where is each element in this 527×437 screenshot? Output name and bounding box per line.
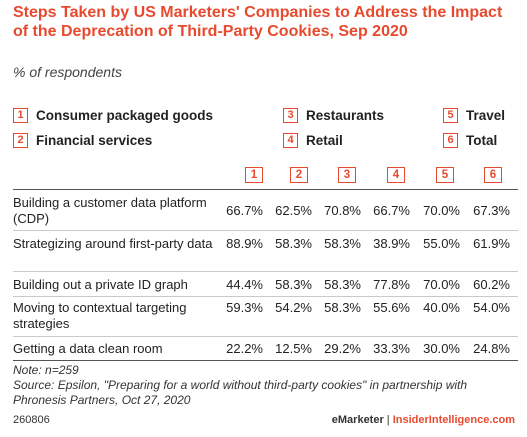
table-cell: 61.9% — [473, 236, 510, 251]
row-divider — [13, 271, 518, 272]
table-cell: 54.0% — [473, 300, 510, 315]
legend-item-3: 3 Restaurants — [283, 108, 384, 123]
row-divider — [13, 296, 518, 297]
legend-label: Consumer packaged goods — [36, 108, 214, 123]
legend-item-5: 5 Travel — [443, 108, 505, 123]
column-header-6: 6 — [484, 167, 502, 183]
table-cell: 54.2% — [275, 300, 312, 315]
table-cell: 22.2% — [226, 341, 263, 356]
table-cell: 77.8% — [373, 277, 410, 292]
column-header-3: 3 — [338, 167, 356, 183]
table-cell: 58.3% — [324, 300, 361, 315]
table-cell: 44.4% — [226, 277, 263, 292]
legend-label: Financial services — [36, 133, 153, 148]
table-cell: 12.5% — [275, 341, 312, 356]
column-header-4: 4 — [387, 167, 405, 183]
table-cell: 70.8% — [324, 203, 361, 218]
brand-insider-intelligence: InsiderIntelligence.com — [392, 414, 515, 426]
table-cell: 70.0% — [423, 277, 460, 292]
column-header-1: 1 — [245, 167, 263, 183]
legend-number-badge: 4 — [283, 133, 298, 148]
brand-separator: | — [383, 414, 393, 426]
legend-number-badge: 3 — [283, 108, 298, 123]
table-cell: 55.0% — [423, 236, 460, 251]
table-cell: 29.2% — [324, 341, 361, 356]
column-header-5: 5 — [436, 167, 454, 183]
table-cell: 58.3% — [324, 277, 361, 292]
chart-note: Note: n=259 — [13, 363, 79, 377]
brand-emarketer: eMarketer — [331, 414, 384, 426]
chart-subtitle: % of respondents — [13, 64, 122, 80]
legend-label: Total — [466, 133, 498, 148]
table-bottom-rule — [13, 360, 518, 361]
table-cell: 30.0% — [423, 341, 460, 356]
row-label: Moving to contextual targeting strategie… — [13, 300, 187, 331]
table-cell: 70.0% — [423, 203, 460, 218]
legend-number-badge: 2 — [13, 133, 28, 148]
table-cell: 66.7% — [373, 203, 410, 218]
legend-number-badge: 6 — [443, 133, 458, 148]
chart-id: 260806 — [13, 414, 50, 426]
row-divider — [13, 230, 518, 231]
table-cell: 58.3% — [275, 277, 312, 292]
column-header-2: 2 — [290, 167, 308, 183]
table-cell: 40.0% — [423, 300, 460, 315]
table-cell: 33.3% — [373, 341, 410, 356]
legend-number-badge: 1 — [13, 108, 28, 123]
legend-label: Restaurants — [306, 108, 385, 123]
legend-label: Travel — [466, 108, 506, 123]
table-cell: 62.5% — [275, 203, 312, 218]
table-cell: 58.3% — [275, 236, 312, 251]
table-cell: 38.9% — [373, 236, 410, 251]
brand-footer: eMarketer | InsiderIntelligence.com — [332, 414, 515, 426]
row-label: Getting a data clean room — [13, 341, 163, 356]
legend-item-1: 1 Consumer packaged goods — [13, 108, 213, 123]
legend-number-badge: 5 — [443, 108, 458, 123]
table-cell: 58.3% — [324, 236, 361, 251]
table-header-rule — [13, 189, 518, 190]
row-divider — [13, 336, 518, 337]
table-cell: 59.3% — [226, 300, 263, 315]
chart-title: Steps Taken by US Marketers' Companies t… — [13, 4, 503, 40]
table-cell: 88.9% — [226, 236, 263, 251]
table-cell: 66.7% — [226, 203, 263, 218]
legend-item-2: 2 Financial services — [13, 133, 152, 148]
table-cell: 55.6% — [373, 300, 410, 315]
chart-source: Source: Epsilon, "Preparing for a world … — [13, 378, 468, 407]
legend-label: Retail — [306, 133, 343, 148]
legend-item-4: 4 Retail — [283, 133, 343, 148]
table-cell: 60.2% — [473, 277, 510, 292]
row-label: Building a customer data platform (CDP) — [13, 195, 207, 226]
table-cell: 24.8% — [473, 341, 510, 356]
legend-item-6: 6 Total — [443, 133, 497, 148]
row-label: Strategizing around first-party data — [13, 236, 213, 251]
row-label: Building out a private ID graph — [13, 277, 188, 292]
table-cell: 67.3% — [473, 203, 510, 218]
